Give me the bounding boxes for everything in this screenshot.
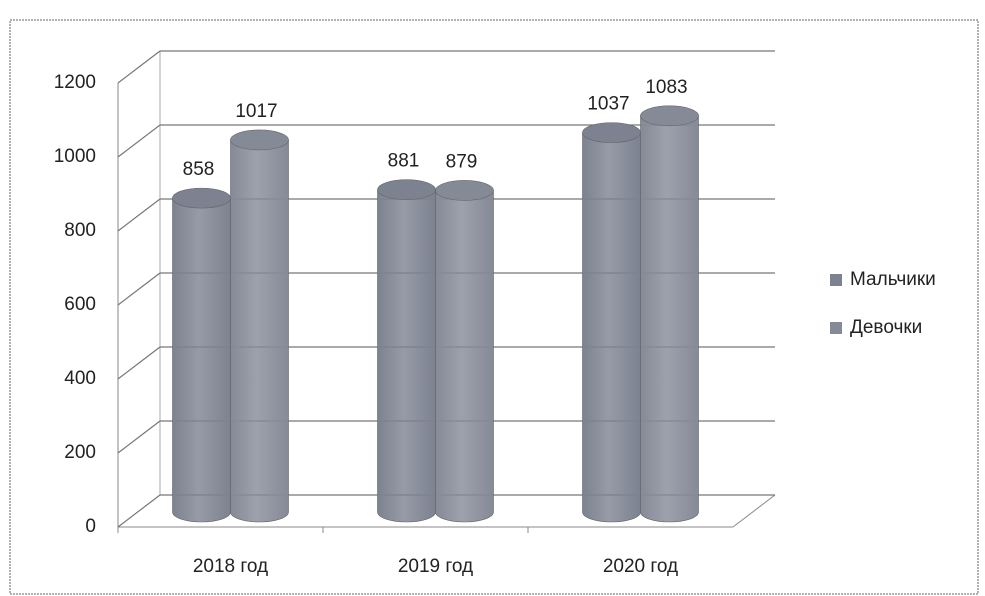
bar-top xyxy=(377,179,436,201)
bar-top xyxy=(172,187,231,209)
floor-right-edge xyxy=(732,494,776,528)
data-label: 1017 xyxy=(235,101,277,122)
y-tick-label: 0 xyxy=(85,516,96,537)
y-tick-label: 600 xyxy=(64,294,96,315)
grid-line xyxy=(117,420,161,454)
data-label: 1037 xyxy=(587,94,629,115)
y-tick-label: 1000 xyxy=(54,146,96,167)
grid-line xyxy=(117,272,161,306)
y-tick-label: 200 xyxy=(64,442,96,463)
bar-top xyxy=(435,180,494,201)
data-label: 858 xyxy=(183,159,215,180)
bar xyxy=(377,189,436,523)
x-tick-label: 2020 год xyxy=(603,556,678,577)
grid-line xyxy=(117,124,161,158)
bar xyxy=(640,115,699,523)
data-label: 879 xyxy=(446,151,478,172)
bar xyxy=(230,139,289,523)
legend-swatch xyxy=(830,322,842,334)
data-label: 1083 xyxy=(645,77,687,98)
grid-line xyxy=(117,346,161,380)
y-tick-label: 1200 xyxy=(54,72,96,93)
x-tick-label: 2018 год xyxy=(193,556,268,577)
legend-label: Мальчики xyxy=(850,269,936,290)
grid-line xyxy=(117,198,161,232)
bar-top xyxy=(230,129,289,151)
legend-label: Девочки xyxy=(850,317,922,338)
bar-top xyxy=(640,105,699,127)
bar xyxy=(435,190,494,523)
bar-top xyxy=(582,122,641,143)
y-tick-label: 400 xyxy=(64,368,96,389)
y-tick-label: 800 xyxy=(64,220,96,241)
x-tick-label: 2019 год xyxy=(398,556,473,577)
chart-frame xyxy=(9,19,979,595)
bar xyxy=(172,197,231,523)
data-label: 881 xyxy=(388,151,420,172)
grid-line xyxy=(117,50,161,84)
legend-swatch xyxy=(830,274,842,286)
grid-line xyxy=(117,494,161,528)
bar xyxy=(582,132,641,523)
